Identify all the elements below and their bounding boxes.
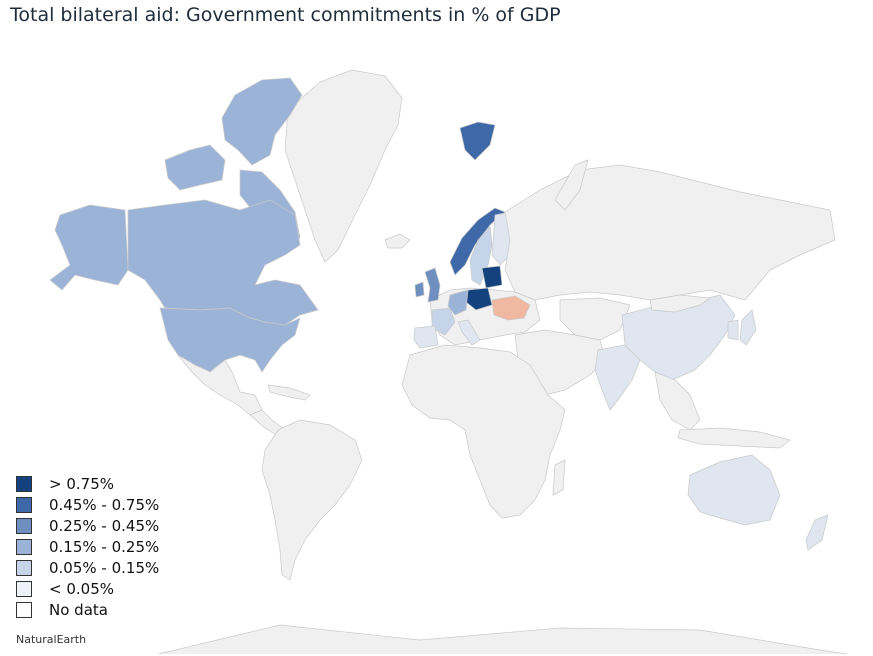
south-america	[261, 419, 363, 581]
legend-swatch	[16, 475, 32, 492]
legend-label: 0.25% - 0.45%	[49, 516, 160, 535]
caribbean	[267, 384, 311, 401]
iceland	[384, 233, 411, 249]
baltic-states	[481, 265, 503, 289]
novaya-zemlya	[554, 159, 589, 211]
australia	[687, 454, 781, 526]
legend-item: 0.05% - 0.15%	[16, 557, 159, 578]
new-zealand	[805, 514, 829, 551]
map-title: Total bilateral aid: Government commitme…	[10, 4, 561, 26]
africa	[401, 344, 566, 519]
legend-item: < 0.05%	[16, 578, 159, 599]
japan	[739, 309, 757, 346]
legend-swatch	[16, 538, 32, 555]
legend-label: 0.45% - 0.75%	[49, 495, 160, 514]
greenland	[284, 69, 403, 263]
legend-swatch	[16, 601, 32, 618]
legend-swatch	[16, 559, 32, 576]
source-credit: NaturalEarth	[16, 633, 87, 646]
world-map	[49, 69, 850, 654]
canada	[127, 199, 319, 326]
legend-label: > 0.75%	[49, 474, 114, 493]
legend-item: > 0.75%	[16, 473, 159, 494]
ukraine	[491, 295, 531, 321]
mongolia	[649, 294, 711, 313]
legend-label: 0.05% - 0.15%	[49, 558, 160, 577]
madagascar	[552, 459, 566, 496]
canada-arctic-islands	[221, 77, 303, 166]
united-kingdom	[424, 267, 441, 303]
ireland	[414, 281, 425, 298]
legend-item: No data	[16, 599, 159, 620]
korea	[727, 319, 739, 341]
russia	[504, 164, 836, 301]
legend-item: 0.15% - 0.25%	[16, 536, 159, 557]
indonesia	[677, 427, 791, 449]
legend-label: 0.15% - 0.25%	[49, 537, 160, 556]
india	[594, 344, 641, 411]
france	[431, 307, 456, 336]
italy	[457, 319, 481, 346]
iberia	[413, 325, 439, 349]
legend-label: < 0.05%	[49, 579, 114, 598]
legend-item: 0.45% - 0.75%	[16, 494, 159, 515]
sweden	[469, 225, 493, 286]
legend-item: 0.25% - 0.45%	[16, 515, 159, 536]
antarctica	[156, 624, 850, 654]
southeast-asia	[654, 371, 701, 431]
mexico	[177, 354, 263, 416]
alaska	[49, 204, 129, 291]
legend-label: No data	[49, 600, 108, 619]
canada-islands-west	[164, 144, 226, 191]
germany	[447, 289, 469, 316]
legend: > 0.75% 0.45% - 0.75% 0.25% - 0.45% 0.15…	[16, 473, 159, 620]
legend-swatch	[16, 496, 32, 513]
legend-swatch	[16, 517, 32, 534]
legend-swatch	[16, 580, 32, 597]
central-asia	[559, 297, 631, 341]
svalbard	[459, 121, 496, 161]
